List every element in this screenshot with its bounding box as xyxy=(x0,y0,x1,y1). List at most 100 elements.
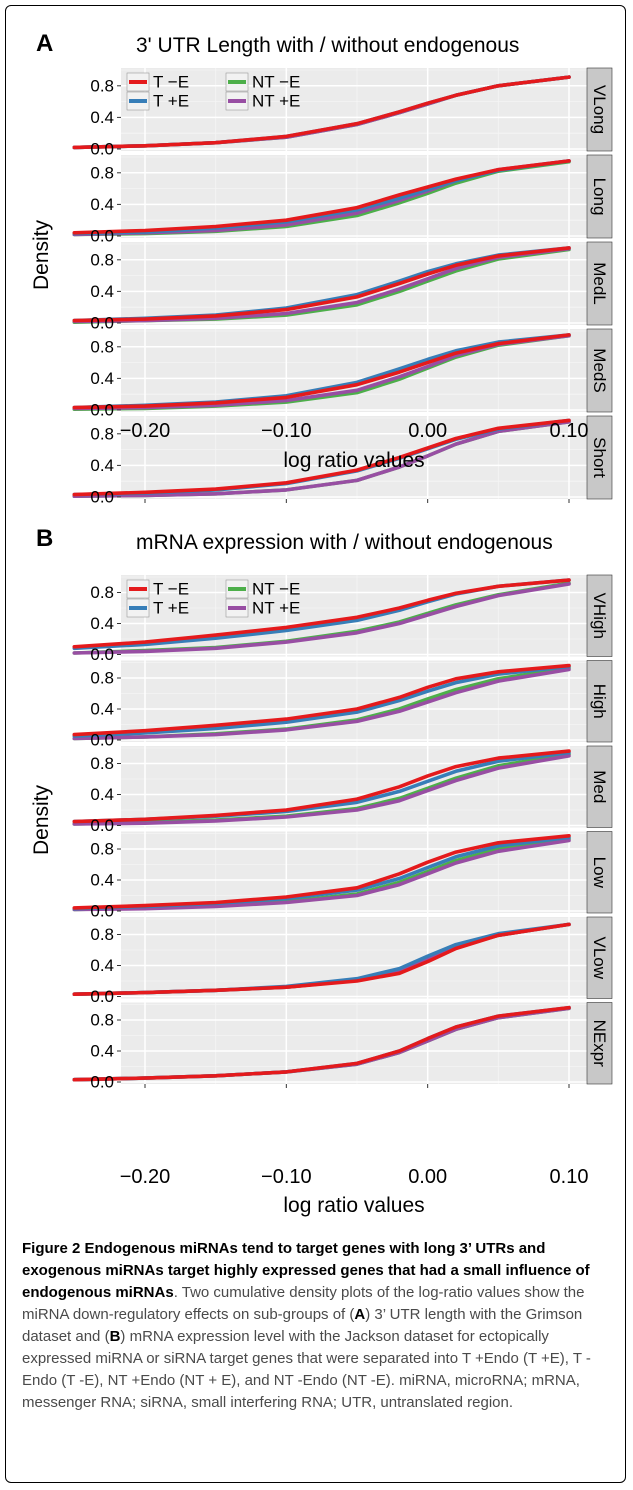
chart-panel-a: A 3' UTR Length with / without endogenous… xyxy=(30,30,613,507)
facet-strip xyxy=(586,241,613,326)
facet-strip-label: VLow xyxy=(590,936,609,979)
facet-high: High 0.0 0.4 0.8 xyxy=(72,660,613,750)
y-tick-label: 0.8 xyxy=(90,840,114,859)
x-tick-label: 0.00 xyxy=(408,420,447,442)
facet-meds: MedS 0.0 0.4 0.8 xyxy=(72,328,613,420)
series-line-t-minus-e xyxy=(72,333,571,410)
y-tick-label: 0.0 xyxy=(90,902,114,921)
series-line-t-plus-e xyxy=(72,664,571,738)
caption-title: Figure 2 Endogenous miRNAs tend to targe… xyxy=(22,1240,590,1301)
series-line-t-minus-e xyxy=(72,833,571,910)
facet-strip xyxy=(586,1002,613,1085)
x-tick-label: 0.10 xyxy=(550,420,589,442)
facet-strip-label: VHigh xyxy=(590,593,609,639)
facet-strip-label: Short xyxy=(590,437,609,478)
y-tick-label: 0.0 xyxy=(90,227,114,246)
y-tick-label: 0.8 xyxy=(90,925,114,944)
y-tick-label: 0.8 xyxy=(90,76,114,95)
facet-low: Low 0.0 0.4 0.8 xyxy=(72,831,613,921)
y-tick-label: 0.0 xyxy=(90,401,114,420)
chart-title: 3' UTR Length with / without endogenous xyxy=(136,34,519,57)
facet-vhigh: VHigh 0.0 0.4 0.8 T −ET +E NT −ENT +E xyxy=(72,574,613,664)
series-line-t-minus-e xyxy=(72,246,571,323)
facet-strip-label: Med xyxy=(590,770,609,803)
y-tick-label: 0.4 xyxy=(90,282,114,301)
legend: T −ET +E NT −ENT +E xyxy=(126,580,300,618)
series-line-t-minus-e xyxy=(72,418,571,497)
facet-medl: MedL 0.0 0.4 0.8 xyxy=(72,241,613,333)
y-tick-label: 0.4 xyxy=(90,1042,114,1061)
facet-long: Long 0.0 0.4 0.8 xyxy=(72,154,613,246)
caption-text-1: . Two cumulative density plots of the lo… xyxy=(22,1284,585,1323)
y-tick-label: 0.8 xyxy=(90,669,114,688)
facet-med: Med 0.0 0.4 0.8 xyxy=(72,745,613,835)
y-tick-label: 0.0 xyxy=(90,488,114,507)
y-axis-label: Density xyxy=(30,219,53,290)
x-tick-label: −0.10 xyxy=(261,420,312,442)
facet-strip-label: NExpr xyxy=(590,1020,609,1068)
caption-text-2: ) 3’ UTR length with the Grimson dataset… xyxy=(22,1306,583,1345)
y-tick-label: 0.0 xyxy=(90,1073,114,1092)
facet-strip xyxy=(586,574,613,657)
y-tick-label: 0.0 xyxy=(90,731,114,750)
legend-label: T −E xyxy=(153,73,189,92)
caption-ref-a: A xyxy=(354,1306,366,1323)
y-tick-label: 0.8 xyxy=(90,754,114,773)
series-line-t-minus-e xyxy=(72,922,571,997)
series-line-nt-plus-e xyxy=(72,420,571,499)
y-tick-label: 0.4 xyxy=(90,614,114,633)
y-tick-label: 0.0 xyxy=(90,314,114,333)
facet-strip xyxy=(586,415,613,500)
series-line-nt-plus-e xyxy=(72,667,571,741)
facet-nexpr: NExpr 0.0 0.4 0.8 xyxy=(72,1002,613,1092)
x-tick-label: 0.00 xyxy=(408,1166,447,1188)
x-axis-label: log ratio values xyxy=(283,1194,424,1217)
y-tick-label: 0.4 xyxy=(90,785,114,804)
y-tick-label: 0.0 xyxy=(90,140,114,159)
facet-strip-label: MedL xyxy=(590,262,609,305)
series-line-nt-plus-e xyxy=(72,246,571,324)
legend-label: NT −E xyxy=(252,580,300,599)
series-line-t-minus-e xyxy=(72,1005,571,1082)
series-line-t-minus-e xyxy=(72,749,571,824)
facet-strip xyxy=(586,660,613,743)
y-tick-label: 0.8 xyxy=(90,163,114,182)
y-tick-label: 0.4 xyxy=(90,195,114,214)
series-line-nt-plus-e xyxy=(72,582,571,655)
x-axis-label: log ratio values xyxy=(283,449,424,472)
y-tick-label: 0.0 xyxy=(90,987,114,1006)
facet-background xyxy=(121,575,587,657)
legend-label: NT −E xyxy=(252,73,300,92)
chart-title: mRNA expression with / without endogenou… xyxy=(136,531,553,554)
x-tick-label: −0.20 xyxy=(120,1166,171,1188)
y-tick-label: 0.4 xyxy=(90,456,114,475)
y-tick-label: 0.4 xyxy=(90,956,114,975)
y-tick-label: 0.8 xyxy=(90,424,114,443)
x-tick-label: −0.10 xyxy=(261,1166,312,1188)
series-line-t-minus-e xyxy=(72,663,571,737)
facet-strip xyxy=(586,154,613,239)
legend-label: NT +E xyxy=(252,599,300,618)
legend: T −ET +E NT −ENT +E xyxy=(126,73,300,111)
facet-background xyxy=(121,68,587,151)
series-line-t-minus-e xyxy=(72,75,571,150)
facet-strip-label: VLong xyxy=(590,85,609,134)
facet-strip xyxy=(586,67,613,152)
caption-text-3: ) mRNA expression level with the Jackson… xyxy=(22,1328,591,1411)
legend-label: NT +E xyxy=(252,92,300,111)
x-tick-label: −0.20 xyxy=(120,420,171,442)
y-tick-label: 0.8 xyxy=(90,337,114,356)
y-axis-label: Density xyxy=(30,784,53,855)
series-line-nt-plus-e xyxy=(72,753,571,826)
y-tick-label: 0.4 xyxy=(90,700,114,719)
facet-strip-label: High xyxy=(590,684,609,719)
facet-background xyxy=(121,917,587,999)
y-tick-label: 0.4 xyxy=(90,871,114,890)
y-tick-label: 0.8 xyxy=(90,583,114,602)
legend-label: T +E xyxy=(153,599,189,618)
facet-strip xyxy=(586,916,613,999)
facet-short: Short 0.0 0.4 0.8 xyxy=(72,415,613,507)
facet-vlong: VLong 0.0 0.4 0.8 T −ET +E NT −ENT +E xyxy=(72,67,613,159)
series-line-t-minus-e xyxy=(72,578,571,649)
